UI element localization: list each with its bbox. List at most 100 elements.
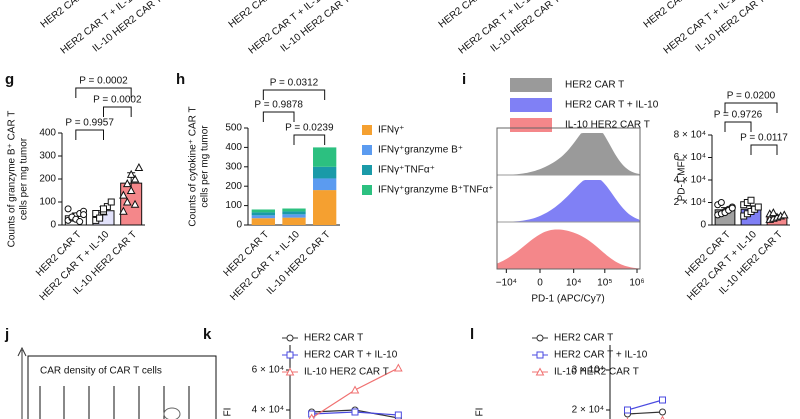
data-point: [96, 214, 104, 222]
y-tick-label: 200: [39, 174, 56, 185]
y-tick-label: 400: [39, 128, 56, 139]
legend-label: IFNγ⁺TNFα⁺: [378, 165, 435, 176]
y-tick-label: 300: [225, 161, 242, 172]
legend-swatch: [362, 125, 372, 135]
legend-marker: [286, 351, 294, 359]
legend-marker: [285, 367, 295, 376]
data-point: [659, 396, 666, 404]
annotation: P = 0.9726: [714, 110, 763, 121]
bar-segment: [251, 212, 275, 216]
y-axis-label: FI: [475, 408, 486, 417]
data-point: [130, 199, 140, 208]
data-point: [126, 185, 136, 194]
legend-label: HER2 CAR T + IL-10: [565, 100, 659, 111]
data-point: [308, 413, 315, 419]
annotation: P = 0.0117: [740, 133, 788, 144]
y-axis-label: Counts of cytokine⁺ CAR T: [188, 106, 199, 226]
x-tick-label: 10⁴: [566, 278, 581, 289]
annotation: P = 0.0002: [93, 95, 142, 106]
bar-segment: [251, 209, 275, 213]
y-tick-label: 6 × 10⁴: [252, 365, 284, 376]
legend-swatch: [362, 165, 372, 175]
data-point: [119, 190, 128, 199]
data-point: [130, 174, 140, 183]
axis-arrow: [17, 346, 27, 419]
y-tick-label: 8 × 10⁴: [674, 130, 706, 141]
legend-label: IFNγ⁺: [378, 125, 404, 136]
x-axis-label: PD-1 (APC/Cy7): [531, 294, 604, 305]
annotation: P = 0.0239: [285, 123, 334, 134]
legend-swatch: [362, 145, 372, 155]
legend-label: HER2 CAR T: [565, 80, 624, 91]
y-axis-label: cells per mg tumor: [200, 125, 211, 208]
legend-swatch: [510, 98, 552, 112]
legend-label: HER2 CAR T: [554, 333, 613, 344]
bar-segment: [313, 190, 337, 225]
data-point: [119, 206, 128, 215]
axis-label: HER2 CAR T: [437, 0, 490, 30]
annotation: P = 0.0200: [727, 91, 776, 102]
bracket: [724, 102, 778, 113]
contour: [163, 407, 181, 419]
data-point: [624, 406, 631, 414]
bar-segment: [282, 211, 306, 215]
legend-label: IFNγ⁺granzyme B⁺TNFα⁺: [378, 185, 494, 196]
bracket: [75, 129, 104, 140]
y-tick-label: 0: [700, 220, 706, 231]
annotation: P = 0.9957: [65, 118, 114, 129]
legend-label: IL-10 HER2 CAR T: [304, 367, 389, 378]
legend-label: HER2 CAR T + IL-10: [554, 350, 648, 361]
axis-label: HER2 CAR T: [642, 0, 695, 30]
bar-segment: [282, 214, 306, 218]
panel-letter: k: [203, 326, 212, 343]
annotation: P = 0.9878: [254, 100, 303, 111]
legend-label: IL-10 HER2 CAR T: [554, 367, 639, 378]
panel-letter: h: [176, 71, 185, 88]
bracket: [293, 134, 326, 145]
legend-marker: [536, 351, 544, 359]
line: [627, 399, 663, 411]
panel-letter: g: [5, 71, 14, 88]
y-tick-label: 3 × 10⁴: [572, 365, 604, 376]
y-tick-label: 400: [225, 142, 242, 153]
line: [627, 411, 663, 415]
y-tick-label: 6 × 10⁴: [674, 152, 706, 163]
bracket: [103, 106, 132, 117]
data-point: [728, 204, 736, 212]
legend-marker: [286, 334, 294, 342]
y-axis-label: PD-1 MFI: [677, 159, 688, 202]
legend-swatch: [510, 78, 552, 92]
y-tick-label: 200: [225, 181, 242, 192]
data-point: [122, 197, 132, 206]
bracket: [75, 87, 132, 98]
y-tick-label: 300: [39, 151, 56, 162]
legend-label: HER2 CAR T + IL-10: [304, 350, 398, 361]
y-axis-label: Counts of granzyme B⁺ CAR T: [7, 111, 18, 248]
legend-swatch: [510, 118, 552, 132]
legend-label: IL-10 HER2 CAR T: [565, 120, 650, 131]
data-point: [659, 408, 666, 416]
plot-frame: [27, 355, 217, 419]
y-tick-label: 2 × 10⁴: [674, 197, 706, 208]
bar-segment: [251, 215, 275, 219]
panel-letter: j: [4, 326, 9, 343]
panel-letter: i: [462, 71, 466, 88]
data-point: [122, 179, 132, 188]
bar-segment: [313, 166, 337, 179]
y-axis-label: cells per mg tumor: [19, 137, 30, 220]
plot-frame: [496, 127, 641, 270]
data-point: [717, 199, 725, 206]
data-point: [80, 211, 88, 219]
data-point: [351, 408, 359, 416]
y-tick-label: 100: [39, 197, 56, 208]
y-tick-label: 500: [225, 123, 242, 134]
y-tick-label: 0: [50, 220, 56, 231]
y-tick-label: 2 × 10⁴: [572, 405, 604, 416]
histogram: [497, 229, 640, 269]
histogram: [497, 180, 640, 222]
data-point: [92, 210, 100, 217]
legend-label: IFNγ⁺granzyme B⁺: [378, 145, 463, 156]
bar-segment: [313, 147, 337, 167]
legend-swatch: [362, 185, 372, 195]
